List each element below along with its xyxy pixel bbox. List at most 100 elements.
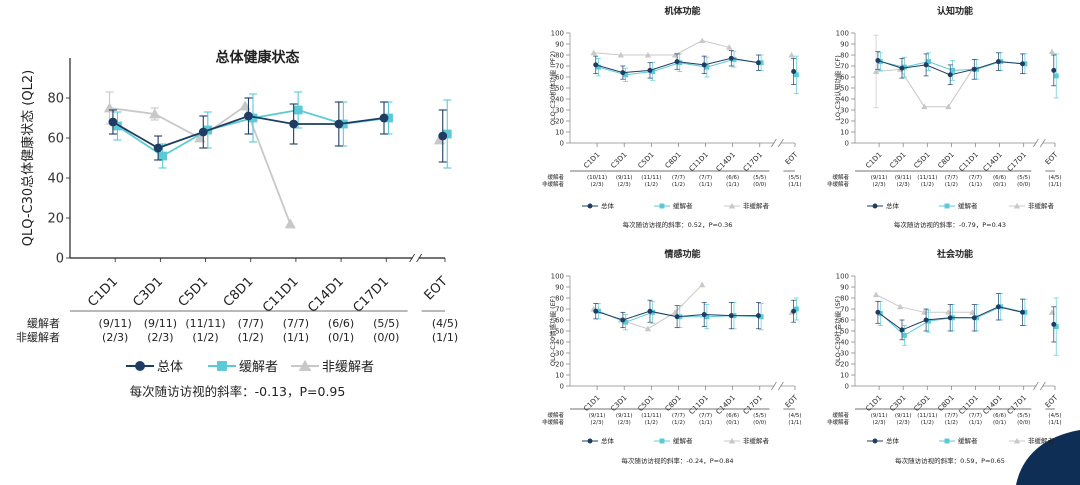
responder-count: (7/7) (969, 413, 982, 419)
y-tick-label: 0 (560, 139, 564, 147)
row-label-nonresponder: 非缓解者 (827, 418, 850, 426)
data-point-nonresponder (872, 68, 880, 74)
data-point-responder (926, 318, 931, 324)
row-label-responder: 缓解者 (547, 173, 564, 181)
x-tick-label: C1D1 (582, 151, 601, 170)
data-point-overall (728, 55, 734, 61)
y-tick-label: 50 (840, 327, 849, 335)
series-responder (113, 91, 452, 169)
legend-label-nonresponder: 非缓解者 (743, 436, 770, 445)
responder-count: (4/5) (432, 317, 458, 330)
x-tick-label: C3D1 (609, 394, 628, 413)
responder-count: (7/7) (969, 175, 982, 181)
nonresponder-count: (0/0) (1017, 420, 1030, 426)
slope-annotation: 每次随访访视的斜率：0.52，P=0.36 (623, 220, 733, 229)
x-tick-label: C17D1 (1006, 151, 1028, 173)
nonresponder-count: (1/2) (921, 182, 934, 188)
x-tick-label: C8D1 (221, 274, 257, 310)
nonresponder-count: (2/3) (102, 331, 128, 344)
data-point-responder (442, 129, 452, 139)
nonresponder-count: (0/1) (993, 420, 1006, 426)
y-tick-label: 60 (555, 73, 564, 81)
nonresponder-count: (2/3) (897, 182, 910, 188)
legend-marker-responder (217, 361, 227, 371)
y-tick-label: 60 (555, 316, 564, 324)
data-point-responder (248, 113, 258, 123)
nonresponder-count: (1/1) (432, 331, 458, 344)
chart-title: 情感功能 (663, 248, 700, 260)
series-line-nonresponder (876, 68, 973, 108)
legend-label-nonresponder: 非缓解者 (1028, 436, 1055, 445)
nonresponder-count: (1/1) (283, 331, 309, 344)
y-tick-label: 40 (47, 172, 64, 187)
x-tick-label: C1D1 (864, 151, 883, 170)
y-tick-label: 20 (555, 360, 564, 368)
x-tick-label: C3D1 (888, 394, 907, 413)
x-tick-label: C3D1 (609, 151, 628, 170)
nonresponder-count: (2/3) (591, 420, 604, 426)
y-tick-label: 40 (555, 95, 564, 103)
y-tick-label: 70 (555, 305, 564, 313)
legend-label-nonresponder: 非缓解者 (1028, 201, 1055, 210)
y-tick-label: 20 (840, 117, 849, 125)
responder-count: (6/6) (993, 413, 1006, 419)
responder-count: (9/11) (589, 413, 606, 419)
data-point-overall (620, 317, 626, 323)
y-axis-label: QLQ-C30社会功能 (SF) (833, 296, 842, 366)
nonresponder-count: (1/2) (945, 182, 958, 188)
nonresponder-count: (2/3) (618, 420, 631, 426)
responder-count: (11/11) (917, 175, 937, 181)
chart-title: 机体功能 (664, 5, 700, 17)
row-label-nonresponder: 非缓解者 (542, 180, 565, 188)
data-point-overall (875, 309, 881, 315)
y-tick-label: 50 (840, 84, 849, 92)
series-overall (593, 299, 797, 330)
data-point-responder (623, 72, 629, 78)
y-tick-label: 40 (555, 338, 564, 346)
data-point-responder (650, 309, 656, 315)
data-point-overall (1019, 61, 1025, 67)
data-point-overall (379, 113, 389, 123)
series-nonresponder (590, 37, 795, 58)
data-point-nonresponder (671, 51, 679, 58)
axis-break-mark (771, 138, 777, 148)
nonresponder-count: (2/3) (873, 420, 886, 426)
nonresponder-count: (2/3) (618, 182, 631, 188)
nonresponder-count: (1/2) (672, 420, 685, 426)
y-tick-label: 80 (555, 51, 564, 59)
x-tick-label: C3D1 (888, 151, 907, 170)
y-tick-label: 0 (56, 252, 64, 267)
responder-count: (4/5) (788, 413, 801, 419)
responder-count: (7/7) (238, 317, 264, 330)
axis-break-mark (778, 138, 784, 148)
data-point-responder (113, 121, 122, 131)
data-point-overall (947, 315, 953, 321)
responder-count: (11/11) (641, 175, 661, 181)
x-tick-label: C11D1 (688, 151, 710, 173)
data-point-overall (923, 317, 929, 323)
y-axis-label: QLQ-C30总体健康状态 (QL2) (20, 70, 36, 246)
data-point-nonresponder (1048, 309, 1056, 315)
x-tick-label: EOT (1044, 150, 1060, 166)
series-responder (877, 293, 1059, 356)
data-point-responder (877, 310, 883, 316)
responder-count: (7/7) (699, 413, 712, 419)
x-tick-label: C1D1 (85, 274, 121, 310)
y-tick-label: 70 (555, 62, 564, 70)
x-tick-label: C11D1 (958, 151, 980, 173)
responder-count: (9/11) (871, 413, 888, 419)
data-point-overall (108, 117, 118, 127)
y-tick-label: 70 (840, 305, 849, 313)
data-point-overall (438, 131, 448, 141)
data-point-responder (677, 60, 683, 66)
y-tick-label: 20 (47, 212, 64, 227)
series-overall (875, 51, 1057, 87)
nonresponder-count: (1/1) (969, 420, 982, 426)
responder-count: (6/6) (726, 413, 739, 419)
y-axis-label: QLQ-C30情感功能 (EF) (548, 296, 557, 366)
responder-count: (4/5) (1048, 175, 1061, 181)
responder-count: (7/7) (945, 413, 958, 419)
y-tick-label: 100 (836, 29, 849, 37)
legend-marker-nonresponder (298, 359, 312, 371)
data-point-nonresponder (872, 291, 880, 298)
